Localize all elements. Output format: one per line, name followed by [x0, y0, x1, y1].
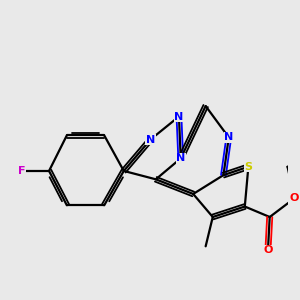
Text: N: N: [224, 132, 233, 142]
Text: O: O: [263, 245, 273, 256]
Text: N: N: [174, 112, 184, 122]
Text: N: N: [146, 134, 155, 145]
Text: N: N: [176, 153, 185, 164]
Text: F: F: [18, 166, 26, 176]
Text: S: S: [244, 162, 252, 172]
Text: O: O: [290, 193, 299, 203]
